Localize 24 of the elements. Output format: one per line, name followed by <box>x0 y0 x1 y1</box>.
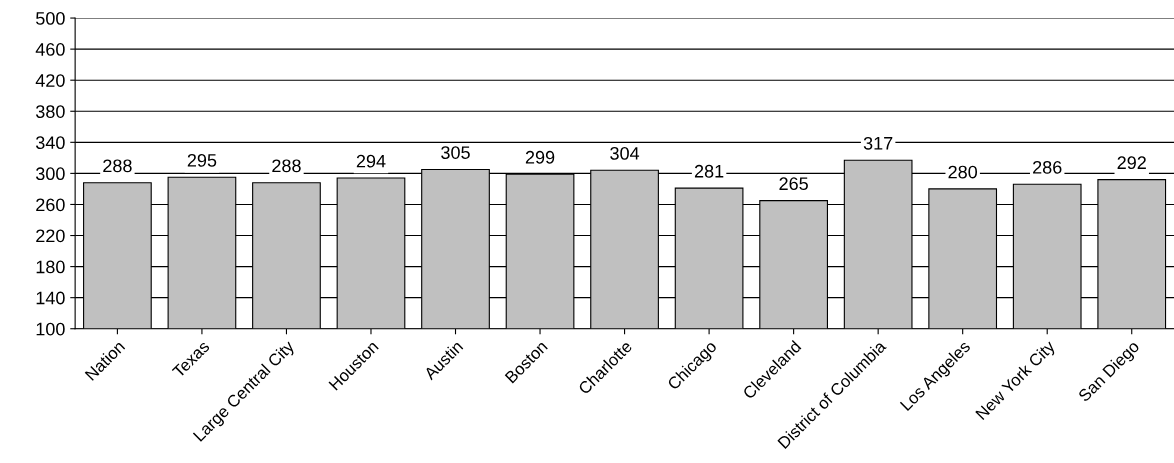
y-tick-label: 180 <box>36 260 65 274</box>
data-label: 299 <box>525 150 555 164</box>
data-label: 288 <box>103 159 132 173</box>
data-label: 265 <box>779 177 808 191</box>
y-tick-label: 460 <box>35 43 65 56</box>
y-tick-label: 500 <box>36 11 65 25</box>
y-tick-label: 380 <box>35 105 65 118</box>
y-tick-label: 300 <box>35 167 65 181</box>
data-label: 281 <box>694 164 724 178</box>
data-label: 305 <box>441 146 470 159</box>
data-label: 295 <box>187 153 217 167</box>
y-tick-label: 220 <box>36 229 65 243</box>
data-label: 304 <box>610 146 640 160</box>
y-tick-label: 340 <box>35 136 65 150</box>
data-label: 294 <box>356 154 386 168</box>
y-tick-label: 420 <box>35 74 65 87</box>
data-label: 292 <box>1117 156 1146 170</box>
data-label: 288 <box>272 159 301 173</box>
data-label: 317 <box>863 136 893 150</box>
data-label: 280 <box>948 165 978 179</box>
y-tick-label: 260 <box>36 198 65 212</box>
y-tick-label: 100 <box>36 322 65 336</box>
y-tick-label: 140 <box>36 291 65 305</box>
data-label: 286 <box>1033 160 1062 174</box>
